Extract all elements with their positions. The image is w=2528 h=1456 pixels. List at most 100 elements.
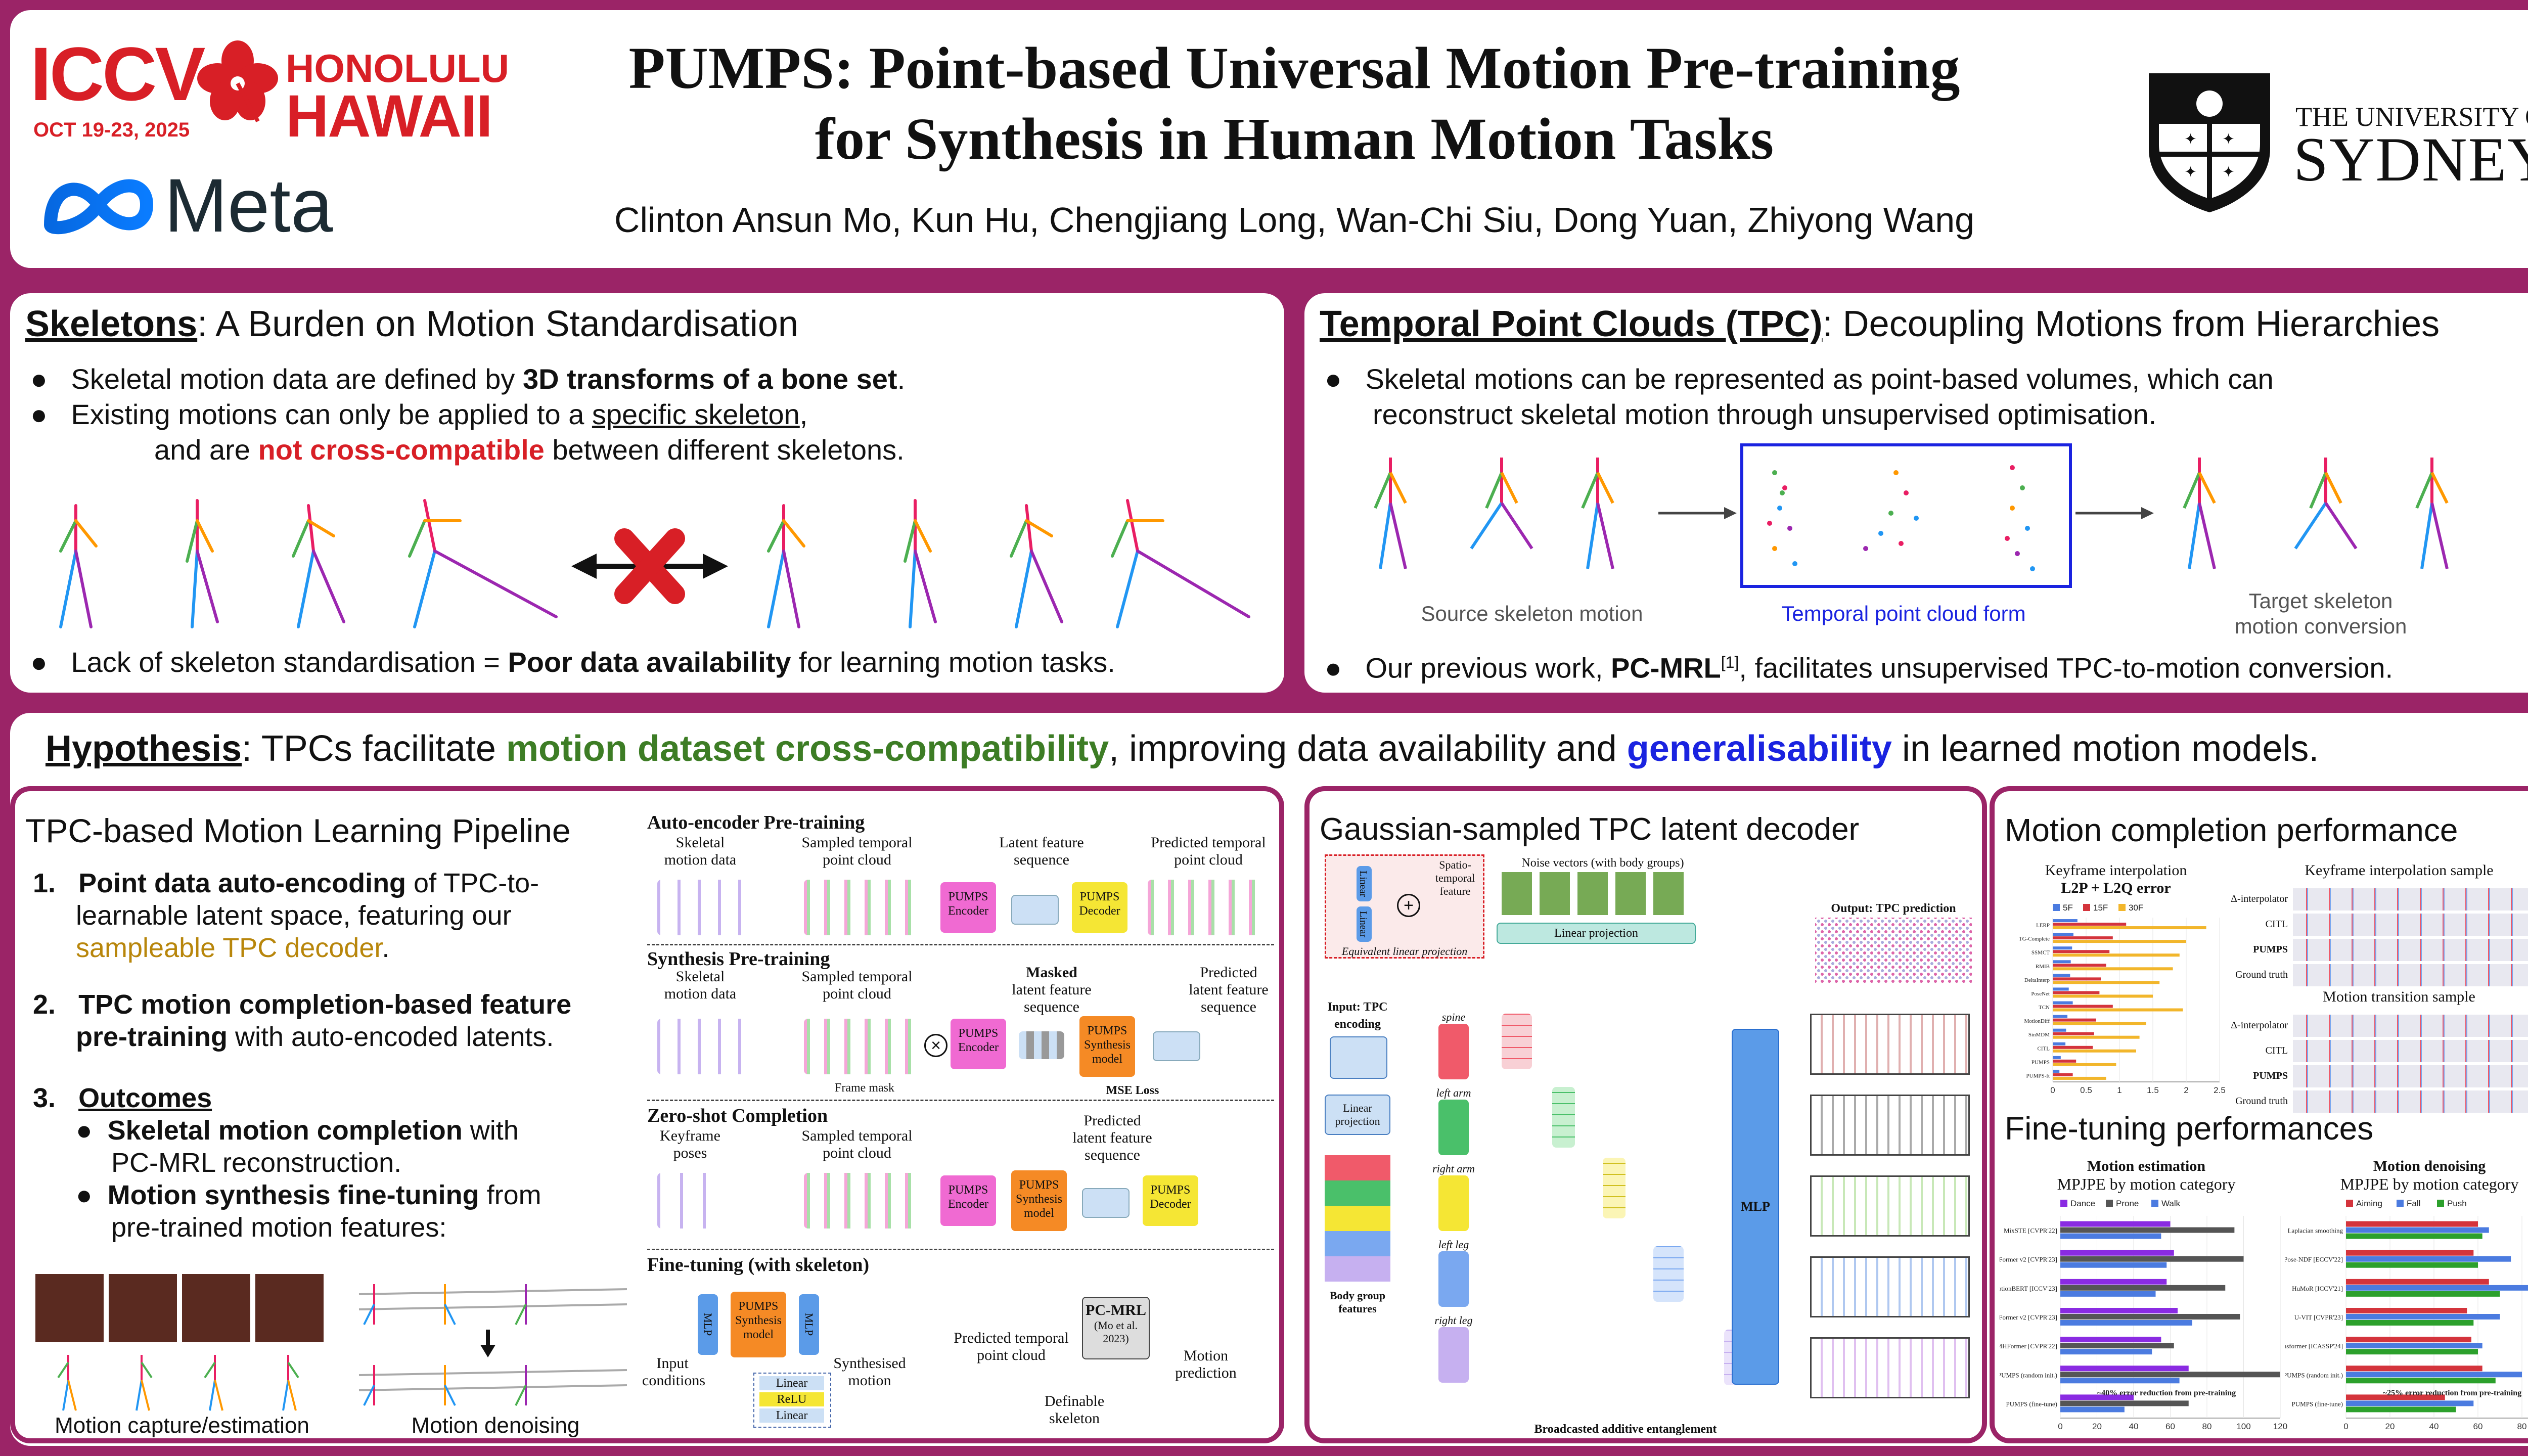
bar xyxy=(2053,919,2078,923)
ae-latent xyxy=(1011,895,1059,925)
bar xyxy=(2346,1343,2482,1349)
body-group-stack xyxy=(1325,1155,1390,1282)
sample-row-label: Ground truth xyxy=(2235,1096,2288,1107)
video-frame xyxy=(255,1274,324,1342)
text: , xyxy=(799,398,808,430)
transition-sample-title: Motion transition sample xyxy=(2323,988,2475,1005)
bar xyxy=(2346,1233,2482,1239)
bar xyxy=(2060,1227,2235,1233)
category-label: U-VIT [CVPR'23] xyxy=(2294,1313,2343,1321)
text: Skeletal motion data are defined by xyxy=(71,363,523,395)
title-line-2: for Synthesis in Human Motion Tasks xyxy=(815,106,1774,172)
hypothesis-label: Hypothesis xyxy=(46,729,242,769)
bar xyxy=(2060,1314,2240,1320)
bar xyxy=(2053,933,2073,936)
body-group-label: Body group features xyxy=(1329,1289,1386,1315)
pipeline-item-3: 3. Outcomes ● Skeletal motion completion… xyxy=(33,1083,541,1243)
bar xyxy=(2346,1378,2496,1384)
tpc-figure xyxy=(1374,443,2449,588)
input-grid xyxy=(1330,1036,1387,1079)
svg-text:✦: ✦ xyxy=(2222,163,2235,181)
sample-row-label: CITL xyxy=(2265,1045,2288,1056)
feature-grid-1 xyxy=(1502,1014,1532,1069)
group-spine: spine xyxy=(1441,1011,1466,1023)
noise-label: Noise vectors (with body groups) xyxy=(1521,856,1684,870)
bar xyxy=(2053,987,2069,991)
bar xyxy=(2053,960,2071,964)
bar xyxy=(2053,964,2106,967)
x-tick-label: 2.5 xyxy=(2214,1085,2226,1095)
sample-strip xyxy=(2293,1065,2528,1087)
sample-strip xyxy=(2293,888,2528,911)
zs-latent xyxy=(1082,1188,1130,1218)
conf-dates: OCT 19-23, 2025 xyxy=(33,119,190,141)
bar xyxy=(2053,1001,2073,1005)
bar xyxy=(2053,946,2072,950)
category-label: PUMPS-ft xyxy=(2026,1073,2050,1079)
sample-strip xyxy=(2293,964,2528,986)
ae-tpc-strip xyxy=(804,880,920,935)
bar xyxy=(2053,1059,2076,1063)
broadcast-label: Broadcasted additive entanglement xyxy=(1534,1423,1717,1436)
x-tick-label: 120 xyxy=(2273,1422,2287,1431)
category-label: PUMPS (fine-tune) xyxy=(2006,1400,2057,1407)
mse-loss-label: MSE Loss xyxy=(1106,1084,1159,1097)
sample-strip xyxy=(2293,1040,2528,1062)
equiv-label: Equivalent linear projection xyxy=(1341,945,1468,958)
synth-title: Synthesis Pre-training xyxy=(647,948,830,970)
gaussian-panel: Gaussian-sampled TPC latent decoder Line… xyxy=(1304,786,1987,1443)
linear-block: Linear xyxy=(1357,866,1372,901)
x-tick-label: 0 xyxy=(2343,1422,2348,1431)
zs-keyframe-label: Keyframe poses xyxy=(660,1127,720,1161)
text-bold: 3D transforms of a bone set xyxy=(522,363,897,395)
bar xyxy=(2060,1337,2161,1343)
bar xyxy=(2060,1406,2125,1413)
legend-label: Walk xyxy=(2161,1199,2181,1208)
zs-tpc-label: Sampled temporal point cloud xyxy=(801,1127,913,1161)
caption-tpc-form: Temporal point cloud form xyxy=(1781,602,2026,625)
synth-pred-latent xyxy=(1153,1031,1200,1061)
bar xyxy=(2053,1018,2096,1022)
conf-city: HONOLULU xyxy=(286,46,509,90)
x-tick-label: 80 xyxy=(2202,1422,2212,1431)
bar xyxy=(2053,991,2100,994)
pipeline-item-2: 2. TPC motion completion-based feature p… xyxy=(33,988,640,1053)
mlp-block: MLP xyxy=(1732,1029,1779,1385)
hypothesis-line: Hypothesis: TPCs facilitate motion datas… xyxy=(46,728,2319,769)
text-red: not cross-compatible xyxy=(258,434,545,466)
bar xyxy=(2053,977,2101,981)
linear-projection-top: Linear projection xyxy=(1497,923,1696,944)
authors: Clinton Ansun Mo, Kun Hu, Chengjiang Lon… xyxy=(614,200,1975,240)
legend-swatch xyxy=(2106,1200,2113,1207)
text: pre-trained motion features: xyxy=(111,1212,447,1243)
bar xyxy=(2346,1337,2471,1343)
caption-target-2: motion conversion xyxy=(2234,614,2407,638)
num: 3. xyxy=(33,1083,56,1113)
text: reconstruct skeletal motion through unsu… xyxy=(1373,398,2157,430)
text: from xyxy=(479,1180,541,1210)
group-larm: left arm xyxy=(1436,1086,1471,1099)
bar xyxy=(2346,1221,2478,1227)
estimation-chart: Dance Prone Walk 0 20 40 60 80 100 120 MixSTE [CVP… xyxy=(2000,1199,2287,1431)
ft-title: Fine-tuning (with skeleton) xyxy=(647,1254,870,1276)
bar xyxy=(2346,1320,2474,1326)
bar xyxy=(2346,1406,2456,1413)
denoising-subtitle: MPJPE by motion category xyxy=(2340,1175,2519,1193)
conf-state: HAWAII xyxy=(286,83,493,150)
x-tick-label: 40 xyxy=(2429,1422,2439,1431)
tpc-title-bold: Temporal Point Clouds (TPC) xyxy=(1320,304,1823,344)
bar xyxy=(2053,1008,2183,1012)
bar xyxy=(2053,953,2180,957)
ae-pred-strip xyxy=(1148,880,1264,935)
ae-skeleton-strip xyxy=(657,880,753,935)
legend-swatch xyxy=(2083,904,2090,911)
bar xyxy=(2053,974,2070,977)
bar xyxy=(2060,1366,2189,1372)
synth-tpc-strip xyxy=(804,1019,920,1074)
text: . xyxy=(382,933,390,963)
skeletons-title-rest: : A Burden on Motion Standardisation xyxy=(197,304,798,344)
category-label: DeltaInterp xyxy=(2024,977,2050,983)
text: Existing motions can only be applied to … xyxy=(71,398,592,430)
sample-strip xyxy=(2293,914,2528,936)
pose-stick-figures xyxy=(57,1355,299,1411)
